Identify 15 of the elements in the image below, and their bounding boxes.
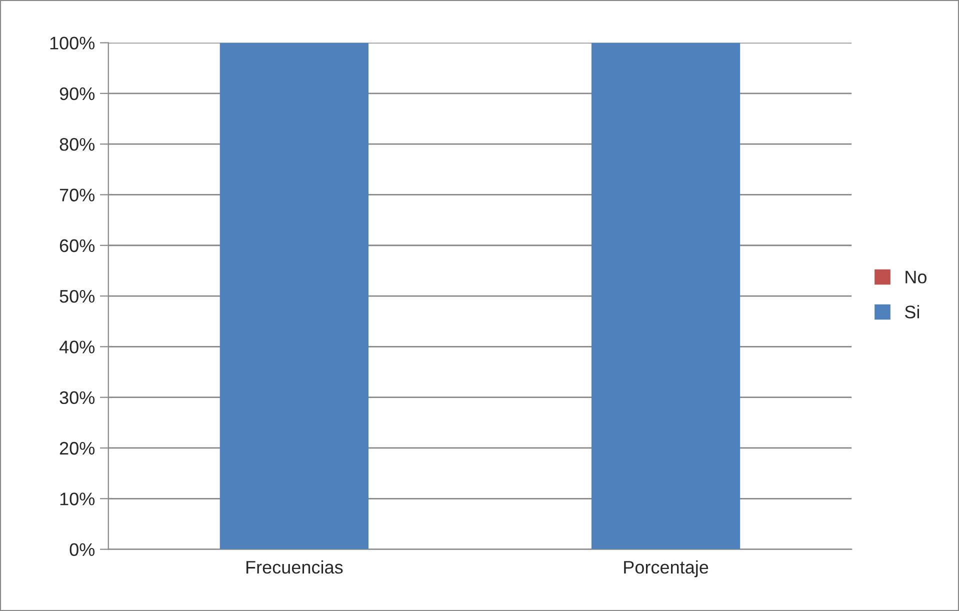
y-tick-label: 80% [60,138,95,151]
y-tick-label: 40% [59,340,95,354]
legend-label: Si [904,305,919,318]
y-tick-label: 0% [70,543,95,556]
y-tick-label: 50% [60,290,95,303]
y-tick-label: 90% [60,87,95,100]
y-tick-label: 20% [60,442,95,455]
x-tick-label: Porcentaje [624,560,708,578]
legend-label: No [906,270,926,284]
y-tick-label: 30% [60,391,95,404]
y-tick-label: 60% [60,239,95,252]
x-tick-label: Frecuencias [246,560,343,574]
y-tick-label: 100% [50,36,95,50]
y-tick-label: 70% [60,188,95,202]
y-tick-label: 10% [60,492,95,506]
